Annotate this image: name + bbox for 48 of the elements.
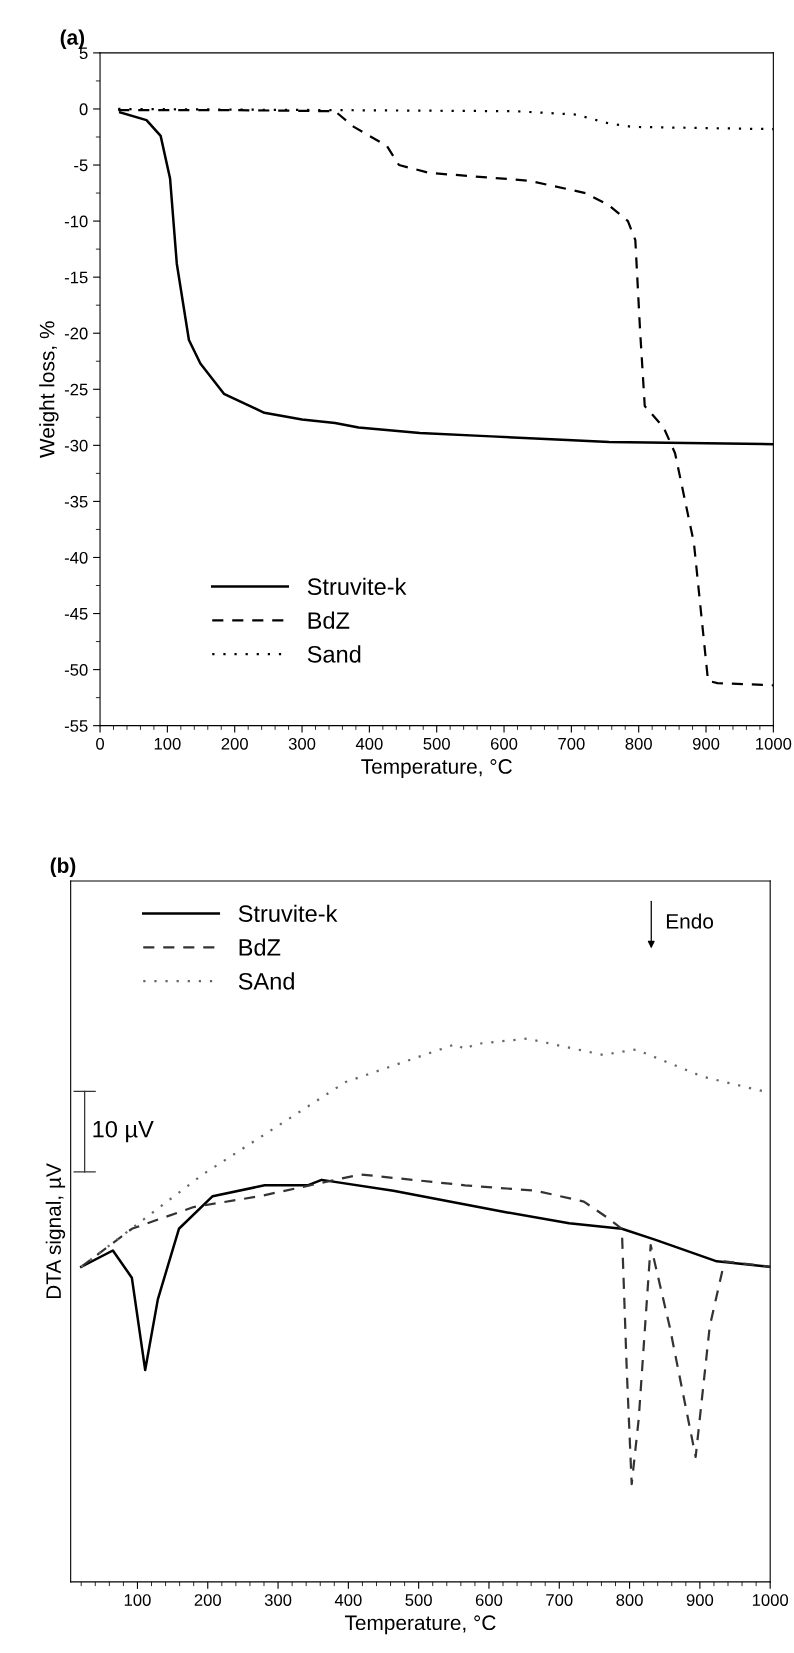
x-tick-label: 800 xyxy=(616,1594,643,1606)
x-tick-label: 600 xyxy=(490,737,518,750)
x-tick-label: 1000 xyxy=(752,1594,789,1606)
y-tick-label: 5 xyxy=(79,47,88,60)
x-tick-label: 1000 xyxy=(756,737,792,750)
legend-label: Sand xyxy=(307,645,361,663)
x-tick-label: 700 xyxy=(546,1594,573,1606)
y-tick-label: -35 xyxy=(64,495,88,508)
y-tick-label: 0 xyxy=(79,103,88,116)
y-tick-label: -50 xyxy=(64,664,88,676)
x-tick-label: 200 xyxy=(221,737,248,750)
y-tick-label: -25 xyxy=(64,383,88,396)
y-tick-label: -45 xyxy=(64,608,88,620)
legend-label: Struvite-k xyxy=(238,904,338,922)
x-tick-label: 0 xyxy=(96,737,105,750)
legend-label: Struvite-k xyxy=(307,577,407,596)
annotation: 10 µV xyxy=(93,1120,154,1143)
y-tick-label: -20 xyxy=(64,327,88,340)
x-tick-label: 500 xyxy=(405,1594,432,1606)
y-tick-label: -15 xyxy=(64,271,88,284)
y-axis-title: Weight loss, % xyxy=(39,321,59,458)
x-tick-label: 100 xyxy=(154,737,181,750)
y-axis-title: DTA signal, µV xyxy=(45,1163,66,1299)
y-tick-label: -55 xyxy=(64,720,88,732)
x-tick-label: 600 xyxy=(475,1594,503,1606)
x-tick-label: 900 xyxy=(686,1594,714,1606)
x-tick-label: 300 xyxy=(288,737,316,750)
x-axis-title: Temperature, °C xyxy=(361,759,512,778)
legend-label: BdZ xyxy=(239,938,281,956)
text: Endo xyxy=(666,913,714,929)
x-tick-label: 100 xyxy=(124,1594,151,1606)
x-tick-label: 800 xyxy=(625,737,652,750)
x-tick-label: 900 xyxy=(692,737,720,750)
legend-label: SAnd xyxy=(238,972,294,990)
x-tick-label: 400 xyxy=(334,1594,362,1606)
legend-label: BdZ xyxy=(308,611,350,629)
x-tick-label: 700 xyxy=(558,737,585,750)
x-tick-label: 400 xyxy=(355,737,383,750)
y-tick-label: -10 xyxy=(64,215,88,228)
x-tick-label: 300 xyxy=(264,1594,292,1606)
x-tick-label: 500 xyxy=(423,737,450,750)
x-tick-label: 200 xyxy=(194,1594,222,1606)
y-tick-label: -5 xyxy=(74,159,88,172)
x-axis-title: Temperature, °C xyxy=(344,1615,496,1635)
chart-title: (b) xyxy=(50,857,76,878)
y-tick-label: -40 xyxy=(64,551,88,564)
y-tick-label: -30 xyxy=(64,439,88,452)
chart-title: (a) xyxy=(60,29,85,49)
